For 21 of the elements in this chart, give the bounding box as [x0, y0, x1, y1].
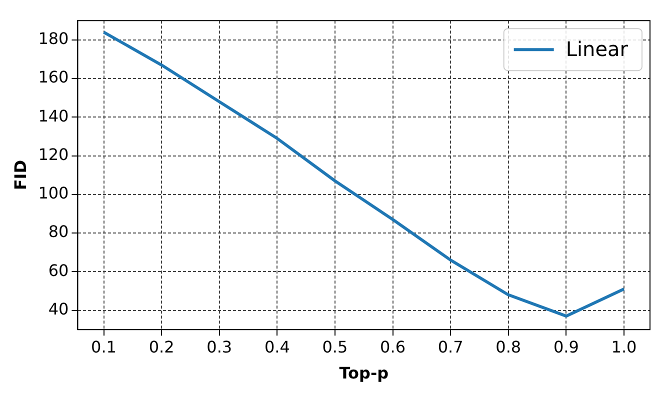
x-tick-label: 1.0 — [611, 337, 637, 356]
y-tick-label: 100 — [38, 184, 69, 203]
y-tick-label: 60 — [48, 260, 69, 280]
x-tick-label: 0.1 — [91, 337, 116, 356]
x-tick-label: 0.7 — [438, 337, 464, 356]
y-tick-label: 160 — [38, 68, 69, 87]
y-tick-label: 40 — [48, 299, 69, 318]
x-tick-label: 0.8 — [496, 337, 522, 356]
x-tick-label: 0.9 — [553, 337, 579, 356]
x-tick-label: 0.3 — [206, 337, 232, 356]
y-tick-label: 80 — [48, 222, 69, 242]
y-tick-label: 180 — [38, 29, 69, 48]
x-tick-label: 0.2 — [148, 337, 174, 356]
x-tick-label: 0.5 — [322, 337, 348, 356]
legend-label: Linear — [566, 36, 629, 61]
x-tick-label: 0.6 — [380, 337, 406, 356]
y-axis-title: FID — [10, 160, 30, 190]
y-tick-label: 120 — [38, 144, 69, 164]
y-tick-label: 140 — [38, 106, 69, 126]
x-tick-label: 0.4 — [264, 337, 290, 356]
x-axis-title: Top-p — [339, 364, 389, 383]
